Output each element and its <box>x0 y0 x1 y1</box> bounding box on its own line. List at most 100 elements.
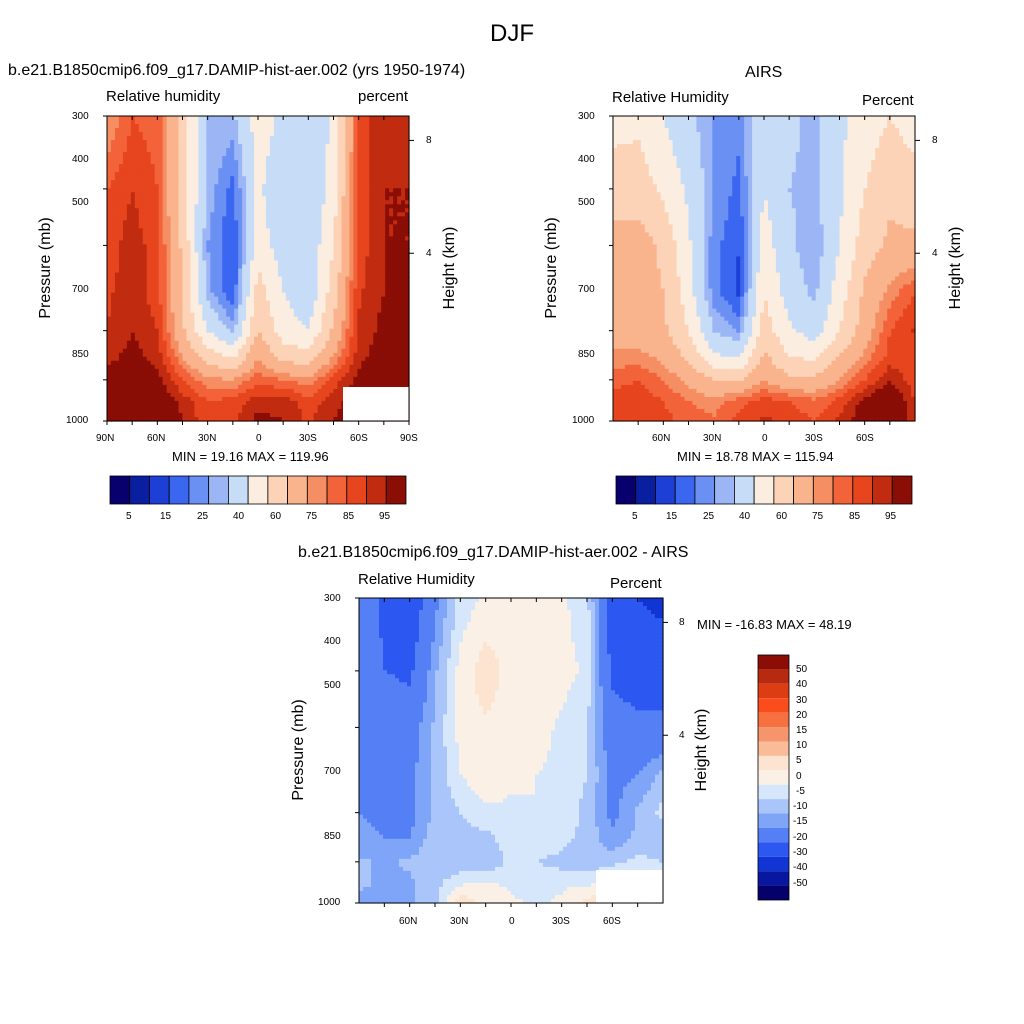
heatmap-cell <box>401 356 406 362</box>
heatmap-cell <box>138 156 144 161</box>
heatmap-cell <box>281 216 287 221</box>
heatmap-cell <box>345 176 350 181</box>
heatmap-cell <box>353 364 358 370</box>
heatmap-cell <box>150 288 156 294</box>
heatmap-cell <box>333 196 339 201</box>
heatmap-cell <box>389 284 394 290</box>
heatmap-cell <box>345 360 350 366</box>
heatmap-cell <box>214 360 219 366</box>
heatmap-cell <box>110 312 116 318</box>
heatmap-cell <box>293 232 299 237</box>
heatmap-cell <box>353 264 358 270</box>
heatmap-cell <box>277 308 283 314</box>
heatmap-cell <box>337 312 343 318</box>
heatmap-cell <box>289 280 295 286</box>
heatmap-cell <box>146 304 152 310</box>
heatmap-cell <box>138 272 144 278</box>
heatmap-cell <box>397 264 402 270</box>
heatmap-cell <box>186 320 192 326</box>
heatmap-cell <box>305 364 311 370</box>
heatmap-cell <box>337 124 343 129</box>
heatmap-cell <box>234 276 239 282</box>
heatmap-cell <box>166 204 172 209</box>
heatmap-cell <box>321 244 327 250</box>
heatmap-cell <box>206 348 211 354</box>
heatmap-cell <box>341 236 347 241</box>
heatmap-cell <box>293 296 299 302</box>
heatmap-cell <box>154 352 160 358</box>
heatmap-cell <box>110 300 116 306</box>
heatmap-cell <box>146 292 152 298</box>
heatmap-cell <box>150 232 156 237</box>
heatmap-cell <box>242 224 247 229</box>
heatmap-cell <box>313 288 319 294</box>
heatmap-cell <box>178 336 184 342</box>
p1-xtick-60N: 60N <box>147 433 166 444</box>
heatmap-cell <box>341 340 347 346</box>
heatmap-cell <box>246 236 251 241</box>
heatmap-cell <box>273 208 279 213</box>
heatmap-cell <box>289 204 295 209</box>
heatmap-cell <box>393 316 398 322</box>
heatmap-cell <box>273 164 279 169</box>
heatmap-cell <box>166 284 172 290</box>
heatmap-cell <box>230 308 235 314</box>
heatmap-cell <box>377 180 382 185</box>
heatmap-cell <box>357 216 362 221</box>
heatmap-cell <box>146 196 152 201</box>
heatmap-cell <box>150 164 156 169</box>
heatmap-cell <box>250 236 255 241</box>
heatmap-cell <box>269 132 275 137</box>
heatmap-cell <box>110 340 116 346</box>
heatmap-cell <box>190 332 196 338</box>
heatmap-cell <box>258 348 263 354</box>
heatmap-cell <box>285 236 291 241</box>
heatmap-cell <box>397 168 402 173</box>
heatmap-cell <box>182 216 188 221</box>
heatmap-cell <box>341 308 347 314</box>
heatmap-cell <box>250 252 255 258</box>
heatmap-cell <box>174 372 180 378</box>
heatmap-cell <box>118 160 124 165</box>
heatmap-cell <box>293 200 299 205</box>
heatmap-cell <box>357 116 362 121</box>
heatmap-cell <box>214 248 219 254</box>
heatmap-cell <box>162 368 168 374</box>
heatmap-cell <box>293 252 299 258</box>
heatmap-cell <box>198 340 203 346</box>
heatmap-cell <box>281 284 287 290</box>
heatmap-cell <box>114 252 120 258</box>
heatmap-cell <box>206 160 211 165</box>
heatmap-cell <box>234 364 239 370</box>
heatmap-cell <box>401 200 406 205</box>
heatmap-cell <box>186 116 192 121</box>
heatmap-cell <box>254 316 259 322</box>
heatmap-cell <box>389 124 394 129</box>
heatmap-cell <box>178 368 184 374</box>
heatmap-cell <box>166 260 172 266</box>
heatmap-cell <box>401 284 406 290</box>
heatmap-cell <box>210 308 215 314</box>
heatmap-cell <box>198 176 203 181</box>
heatmap-cell <box>202 160 207 165</box>
heatmap-cell <box>277 328 283 334</box>
heatmap-cell <box>405 152 410 157</box>
heatmap-cell <box>397 328 402 334</box>
heatmap-cell <box>277 204 283 209</box>
heatmap-cell <box>317 160 323 165</box>
heatmap-cell <box>206 216 211 221</box>
heatmap-cell <box>134 196 140 201</box>
heatmap-cell <box>238 248 243 254</box>
heatmap-cell <box>258 164 263 169</box>
heatmap-cell <box>182 296 188 302</box>
heatmap-cell <box>258 232 263 237</box>
heatmap-cell <box>297 348 303 354</box>
heatmap-cell <box>321 312 327 318</box>
heatmap-cell <box>301 232 307 237</box>
heatmap-cell <box>218 292 223 298</box>
heatmap-cell <box>285 144 291 149</box>
heatmap-cell <box>397 216 402 221</box>
heatmap-cell <box>357 256 362 262</box>
heatmap-cell <box>405 116 410 121</box>
heatmap-cell <box>122 116 128 121</box>
